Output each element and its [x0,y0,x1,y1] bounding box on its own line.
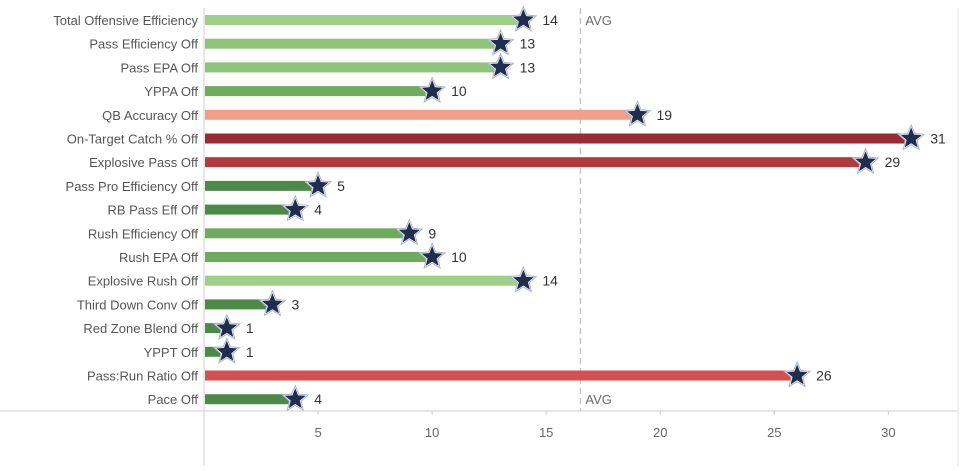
bar [205,86,433,97]
star-marker [490,32,512,53]
star-marker [421,246,443,266]
category-label: RB Pass Eff Off [107,203,198,218]
data-label: 29 [885,154,901,170]
star-marker [512,269,534,290]
bar [205,394,296,405]
bar [205,346,227,357]
x-tick-label: 10 [425,425,439,440]
star-marker [900,127,922,148]
category-label: QB Accuracy Off [102,108,198,123]
category-label: Explosive Pass Off [89,155,198,170]
category-label: Explosive Rush Off [88,274,199,289]
star-marker [398,222,420,243]
category-label: Pace Off [148,392,199,407]
data-label: 19 [656,107,672,123]
category-label: On-Target Catch % Off [67,132,199,147]
data-label: 10 [451,249,467,265]
avg-label-bottom: AVG [585,392,612,407]
category-label: Pass:Run Ratio Off [87,369,198,384]
bar [205,38,501,49]
star-marker [855,151,877,172]
star-marker [512,9,534,29]
bar [205,180,319,191]
avg-label-top: AVG [585,13,612,28]
x-tick-label: 5 [314,425,321,440]
bar [205,323,227,334]
star-marker [490,56,512,77]
category-label: Rush Efficiency Off [88,226,198,241]
category-label: Red Zone Blend Off [83,321,198,336]
star-marker [421,80,443,100]
x-tick-label: 30 [881,425,895,440]
category-label: Pass Efficiency Off [89,37,198,52]
x-tick-label: 15 [539,425,553,440]
data-label: 10 [451,83,467,99]
bar [205,62,501,73]
star-marker [626,103,648,124]
data-label: 13 [520,59,536,75]
category-label: Rush EPA Off [119,250,198,265]
star-marker [284,198,306,219]
data-label: 9 [428,225,436,241]
category-label: Pass Pro Efficiency Off [66,179,199,194]
data-label: 26 [816,368,832,384]
bar [205,109,638,120]
star-marker [216,340,238,361]
bar [205,370,798,381]
data-label: 5 [337,178,345,194]
star-marker [307,174,329,195]
bar [205,252,433,262]
data-label: 14 [542,273,558,289]
bar [205,299,273,310]
star-marker [284,388,306,409]
data-label: 4 [314,202,322,218]
bar [205,228,410,239]
data-label: 3 [291,296,299,312]
category-label: Third Down Conv Off [77,297,199,312]
data-label: 14 [542,12,558,28]
x-tick-label: 20 [653,425,667,440]
star-marker [261,293,283,314]
bar [205,157,866,168]
data-label: 1 [246,344,254,360]
bar [205,275,524,286]
data-label: 31 [930,131,946,147]
category-label: Pass EPA Off [120,60,198,75]
data-label: 13 [520,36,536,52]
bar [205,204,296,215]
star-marker [786,364,808,385]
data-label: 4 [314,391,322,407]
data-label: 1 [246,320,254,336]
bar [205,15,524,25]
x-tick-label: 25 [767,425,781,440]
category-label: YPPA Off [144,84,198,99]
bar [205,133,912,144]
star-marker [216,317,238,337]
category-label: Total Offensive Efficiency [53,13,198,28]
category-label: YPPT Off [144,345,199,360]
